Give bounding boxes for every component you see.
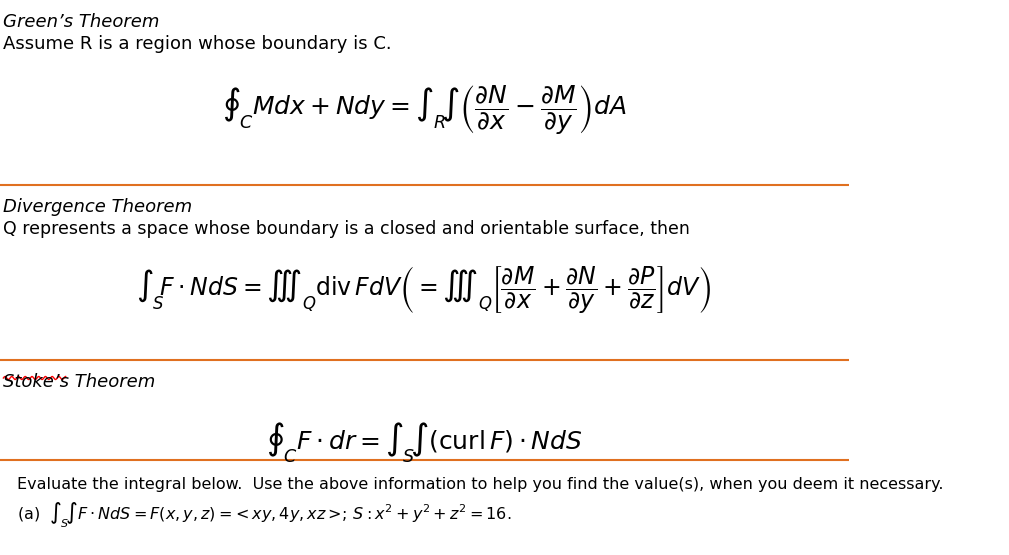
Text: Assume R is a region whose boundary is C.: Assume R is a region whose boundary is C… xyxy=(3,35,391,53)
Text: $\int_{S}\! F \cdot NdS = \iiint_{Q} \mathrm{div}\, FdV \left( = \iiint_{Q} \lef: $\int_{S}\! F \cdot NdS = \iiint_{Q} \ma… xyxy=(136,265,711,316)
Text: Stoke’s Theorem: Stoke’s Theorem xyxy=(3,373,155,391)
Text: Q represents a space whose boundary is a closed and orientable surface, then: Q represents a space whose boundary is a… xyxy=(3,220,690,238)
Text: Green’s Theorem: Green’s Theorem xyxy=(3,13,159,31)
Text: $\oint_{C} F \cdot dr = \int_{S}\! \int (\mathrm{curl}\, F) \cdot NdS$: $\oint_{C} F \cdot dr = \int_{S}\! \int … xyxy=(265,420,582,465)
Text: Evaluate the integral below.  Use the above information to help you find the val: Evaluate the integral below. Use the abo… xyxy=(17,477,943,492)
Text: Divergence Theorem: Divergence Theorem xyxy=(3,198,193,216)
Text: $\oint_{C} Mdx + Ndy = \int_{R}\! \int \left(\dfrac{\partial N}{\partial x} - \d: $\oint_{C} Mdx + Ndy = \int_{R}\! \int \… xyxy=(222,83,627,136)
Text: (a)  $\int_{S}\!\int F \cdot NdS = F(x, y, z) =\!< xy, 4y, xz >\!;\, S: x^2 + y^: (a) $\int_{S}\!\int F \cdot NdS = F(x, y… xyxy=(17,500,512,529)
